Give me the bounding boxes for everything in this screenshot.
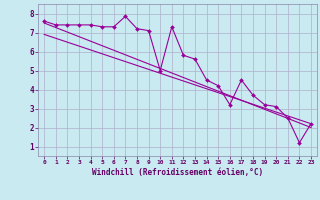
- X-axis label: Windchill (Refroidissement éolien,°C): Windchill (Refroidissement éolien,°C): [92, 168, 263, 177]
